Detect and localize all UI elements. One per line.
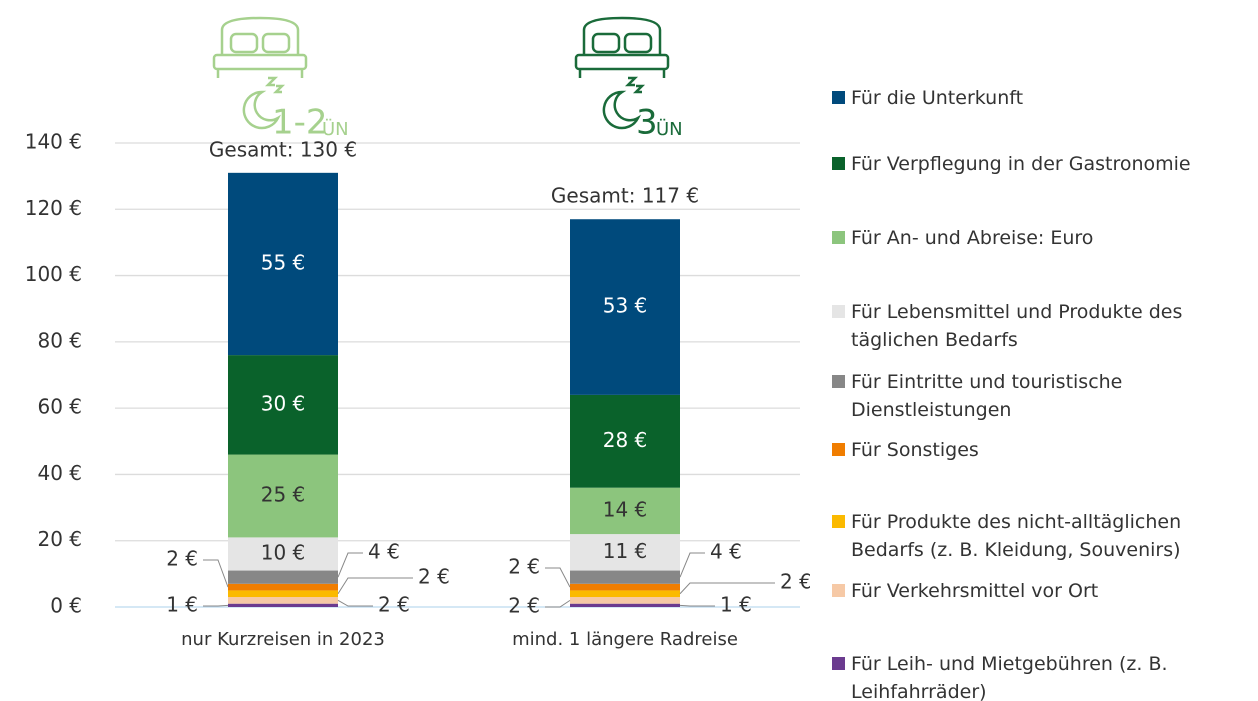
leader-line: [337, 599, 373, 607]
legend-item: Für Lebensmittel und Produkte des täglic…: [832, 298, 1252, 354]
leader-line: [337, 552, 363, 578]
value-label: 11 €: [603, 539, 648, 563]
icon-unit: ÜN: [322, 118, 349, 140]
value-label: 4 €: [710, 540, 742, 564]
value-label: 28 €: [603, 428, 648, 452]
legend-swatch: [832, 305, 845, 318]
legend-item: Für Sonstiges: [832, 436, 1252, 464]
value-label: 55 €: [261, 250, 306, 274]
leader-line: [203, 559, 229, 588]
value-label: 1 €: [166, 593, 198, 617]
bar-segment: [228, 603, 338, 607]
legend-swatch: [832, 443, 845, 456]
legend-label: Für Leih- und Mietgebühren (z. B. Leihfa…: [851, 653, 1168, 701]
bar-segment: [228, 355, 338, 455]
bar-segment: [228, 597, 338, 604]
legend-swatch: [832, 657, 845, 670]
legend-label: Für die Unterkunft: [851, 87, 1024, 109]
y-tick-label: 80 €: [37, 328, 82, 352]
legend-swatch: [832, 375, 845, 388]
y-tick-label: 0 €: [50, 594, 82, 618]
bar-segment: [570, 603, 680, 607]
value-label: 4 €: [368, 540, 400, 564]
legend-item: Für die Unterkunft: [832, 84, 1252, 112]
bed-icon-short: [212, 16, 308, 130]
bar-segment: [570, 597, 680, 604]
bar-segment: [228, 454, 338, 538]
value-label: 2 €: [378, 593, 410, 617]
legend-item: Für Leih- und Mietgebühren (z. B. Leihfa…: [832, 650, 1252, 701]
legend-item: Für An- und Abreise: Euro: [832, 224, 1252, 252]
icon-nights: 3: [636, 103, 658, 143]
leader-line: [337, 577, 413, 595]
value-label: 14 €: [603, 497, 648, 521]
y-tick-label: 100 €: [25, 262, 82, 286]
legend-label: Für Verkehrsmittel vor Ort: [851, 580, 1099, 602]
value-label: 30 €: [261, 391, 306, 415]
y-tick-label: 120 €: [25, 196, 82, 220]
legend-label: Für Sonstiges: [851, 439, 979, 461]
bar-segment: [570, 583, 680, 591]
legend-item: Für Eintritte und touristische Dienstlei…: [832, 368, 1252, 424]
legend-label: Für Produkte des nicht-alltäglichen Beda…: [851, 511, 1182, 561]
legend-swatch: [832, 584, 845, 597]
bar-segment: [228, 570, 338, 584]
chart: 1-2 ÜN 3 ÜN 0 € 20 € 40 € 60 € 80 € 100 € 120 …: [25, 16, 810, 650]
value-label: 2 €: [508, 555, 540, 579]
total-label: Gesamt: 117 €: [551, 184, 699, 208]
y-tick-label: 40 €: [37, 461, 82, 485]
value-label: 2 €: [780, 570, 810, 594]
legend-item: Für Produkte des nicht-alltäglichen Beda…: [832, 508, 1252, 564]
value-label: 2 €: [508, 594, 540, 618]
bar-segment: [570, 590, 680, 598]
legend-swatch: [832, 157, 845, 170]
bar-segment: [228, 583, 338, 591]
y-tick-label: 140 €: [25, 130, 82, 154]
x-tick-label: nur Kurzreisen in 2023: [181, 629, 385, 650]
bed-icon-long: [574, 16, 670, 130]
legend-label: Für Lebensmittel und Produkte des täglic…: [851, 301, 1183, 351]
bar-segment: [570, 219, 680, 395]
leader-line: [203, 604, 229, 607]
legend-swatch: [832, 231, 845, 244]
leader-line: [679, 552, 705, 578]
bar-segment: [570, 487, 680, 535]
bar-segment: [570, 394, 680, 488]
bar-segment: [228, 172, 338, 356]
icon-unit: ÜN: [656, 118, 683, 140]
value-label: 10 €: [261, 540, 306, 564]
leader-line: [679, 582, 775, 595]
value-label: 2 €: [166, 547, 198, 571]
value-label: 1 €: [720, 593, 752, 617]
x-tick-label: mind. 1 längere Radreise: [512, 629, 738, 650]
value-label: 53 €: [603, 294, 648, 318]
icon-nights: 1-2: [272, 103, 328, 143]
leader-line: [545, 567, 571, 588]
bar-segment: [570, 534, 680, 571]
y-tick-label: 60 €: [37, 395, 82, 419]
legend-label: Für Eintritte und touristische Dienstlei…: [851, 371, 1123, 421]
legend-swatch: [832, 515, 845, 528]
bar-segment: [570, 570, 680, 584]
bar-segment: [228, 590, 338, 598]
legend-label: Für An- und Abreise: Euro: [851, 227, 1094, 249]
total-label: Gesamt: 130 €: [209, 137, 357, 161]
value-label: 25 €: [261, 482, 306, 506]
bar-segment: [228, 537, 338, 571]
leader-line: [679, 604, 715, 607]
leader-line: [545, 599, 571, 608]
y-tick-label: 20 €: [37, 527, 82, 551]
legend-swatch: [832, 91, 845, 104]
legend-item: Für Verkehrsmittel vor Ort: [832, 577, 1252, 605]
legend-item: Für Verpflegung in der Gastronomie: [832, 150, 1252, 178]
value-label: 2 €: [418, 565, 450, 589]
legend-label: Für Verpflegung in der Gastronomie: [851, 153, 1191, 175]
